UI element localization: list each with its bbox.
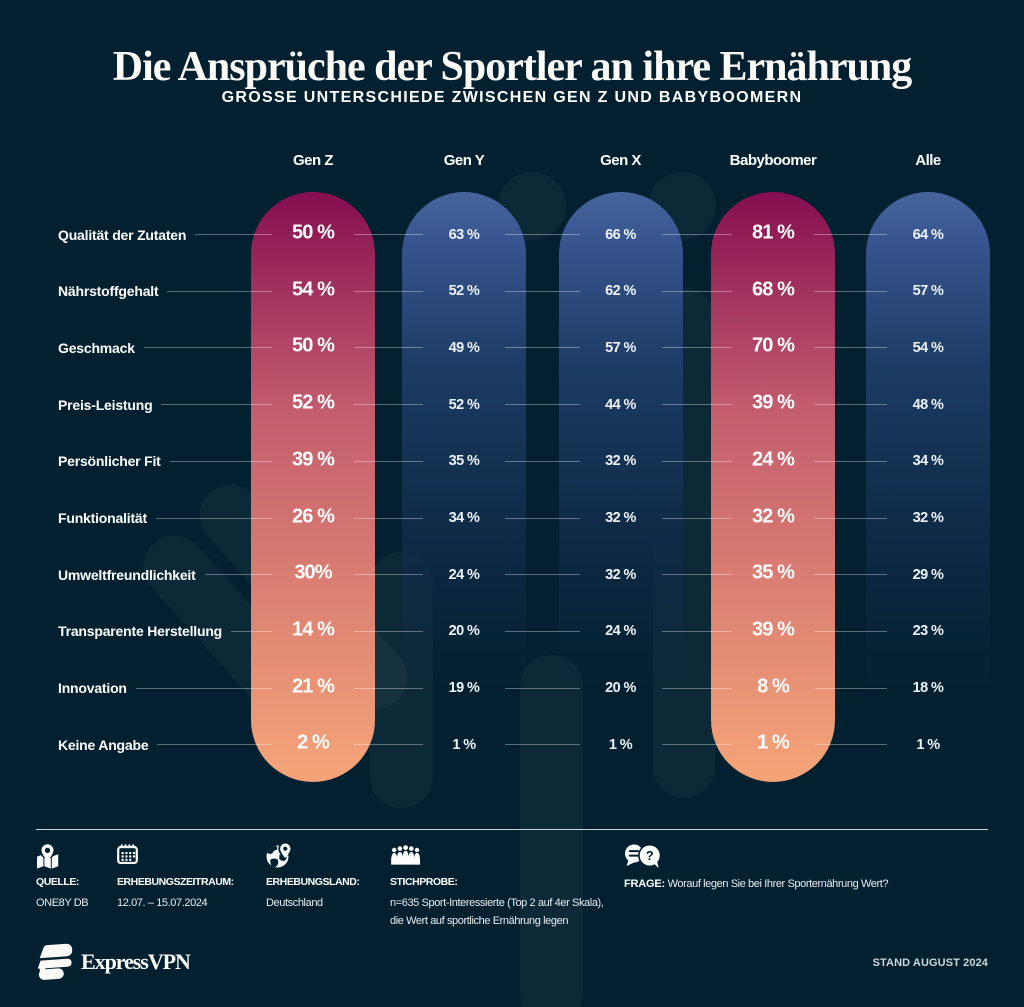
svg-text:?: ? — [646, 848, 654, 863]
